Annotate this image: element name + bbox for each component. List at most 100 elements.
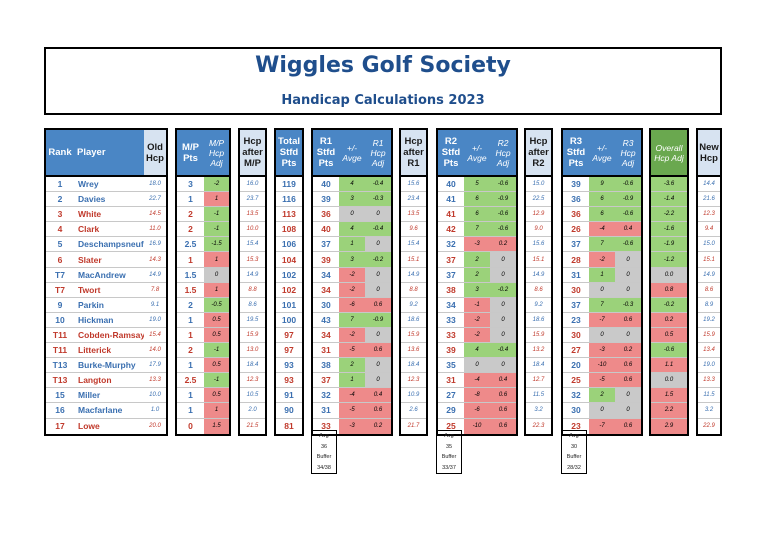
player-name: Clark [78,224,100,235]
overall-adj-cell: -3.6 [651,177,687,192]
overall-adj-cell: -1.4 [651,192,687,207]
r1-pts-cell: 37 [321,239,331,250]
mp-adj-cell: 1.5 [204,418,229,434]
r2-avge-cell: -2 [464,327,490,343]
table-row: 113 [276,207,302,223]
total-pts-cell: 81 [284,421,294,432]
rank-cell: 10 [55,314,65,325]
table-row: 1.5 0 [177,267,229,283]
total-pts-cell: 102 [281,269,297,280]
table-row: 10 Hickman 19.0 [46,313,166,328]
r3-pts-header: R3 Stfd Pts [566,136,586,169]
table-row: 16 Macfarlane 1.0 [46,403,166,419]
table-row: 18.6 [401,313,426,328]
table-row: 21.5 [240,419,265,434]
table-row: 42 7 -0.6 [438,222,516,238]
hcp-after-r2-cell: 15.9 [532,331,545,338]
table-row: 36 6 -0.9 [563,192,641,208]
note-label: Buffer [441,454,457,460]
table-row: 21.6 [698,192,720,208]
table-row: 31 -5 0.6 [313,343,391,359]
total-pts-cell: 119 [282,179,296,190]
table-row: 23 -7 0.6 [563,418,641,434]
table-row: 4 Clark 11.0 [46,222,166,238]
table-row: -0.6 [651,343,687,359]
table-row: 2 -1 [177,343,229,359]
r3-adj-cell: 0.6 [615,418,641,434]
mp-adj-cell: -1 [204,343,229,358]
rank-cell: T13 [52,360,68,371]
hcp-after-mp-cell: 8.6 [248,301,257,308]
note-label: Buffer [566,454,582,460]
table-row: 15.1 [526,252,551,268]
hcp-after-r1-cell: 10.9 [407,392,420,399]
r3-avge-cell: -2 [589,252,615,267]
table-row: 101 [276,298,302,313]
mp-pts-header: M/P Pts [182,141,199,164]
new-hcp-cell: 15.9 [703,331,715,338]
new-hcp-cell: 8.6 [704,286,714,293]
table-row: 14.4 [698,177,720,193]
old-hcp-cell: 16.9 [149,241,161,248]
r3-avge-cell: 6 [589,207,615,222]
table-row: 8.9 [698,298,720,313]
table-row: 37 2 0 [438,252,516,268]
r1-pts-cell: 36 [321,209,331,220]
hcp-after-r1-cell: 2.6 [409,407,418,414]
r2-adj-cell: 0.6 [490,418,516,434]
round3-block: R3 Stfd Pts +/- Avge R3 Hcp Adj 39 9 -0.6 3… [561,128,643,436]
hcp-after-r2-cell: 11.5 [532,392,545,399]
hcp-after-r2-cell: 8.6 [534,286,543,293]
new-hcp-cell: 12.3 [703,211,715,218]
r3-adj-cell: 0.6 [615,358,641,373]
mp-adj-header: M/P Hcp Adj [208,137,225,168]
r2-avge-cell: 3 [464,282,490,297]
table-row: 3.2 [526,403,551,419]
table-row: 11.5 [698,388,720,404]
r3-avge-cell: -10 [589,358,615,373]
table-row: 14.9 [401,268,426,283]
rank-cell: 16 [55,405,65,416]
player-name: Parkin [78,299,104,310]
r2-pts-cell: 38 [446,284,456,295]
table-row: 8.6 [526,283,551,298]
overall-adj-cell: 0.8 [651,282,687,297]
r2-avge-cell: -3 [464,237,490,252]
table-row: 8.6 [698,283,720,298]
r2-avge-cell: 4 [464,343,490,358]
table-row: 15 Miller 10.0 [46,388,166,404]
mp-pts-cell: 2.5 [184,375,197,386]
r3-adj-cell: 0.4 [615,222,641,237]
r1-pts-cell: 31 [321,345,331,356]
hcp-after-r1-cell: 8.8 [409,286,418,293]
r3-pts-cell: 20 [571,360,581,371]
r1-adj-cell: 0.6 [365,403,391,418]
hcp-after-r1-cell: 14.9 [407,271,420,278]
table-row: 2.0 [240,403,265,419]
table-row: T7 Twort 7.8 [46,283,166,298]
old-hcp-cell: 11.0 [149,226,161,233]
r2-pts-cell: 33 [446,314,456,325]
table-row: 12.3 [240,373,265,389]
r3-adj-cell: 0.6 [615,373,641,388]
r2-avge-cell: 5 [464,177,490,192]
player-name: Twort [78,284,101,295]
r1-adj-cell: -0.9 [365,312,391,327]
new-hcp-cell: 3.2 [704,407,714,414]
mp-pts-cell: 1.5 [184,269,197,280]
r2-adj-cell: 0.6 [490,388,516,403]
mp-adj-cell: -2 [204,177,229,192]
rank-cell: T13 [52,375,68,386]
table-row: 27 -8 0.6 [438,388,516,404]
r2-avge-cell: -6 [464,403,490,418]
table-row: 18.4 [526,358,551,374]
mp-pts-cell: 2 [188,299,193,310]
table-row: 9.2 [526,298,551,313]
r2-pts-cell: 31 [446,375,456,386]
total-pts-cell: 116 [282,194,296,205]
r3-avge-cell: 7 [589,297,615,312]
new-hcp-cell: 21.6 [703,196,715,203]
table-row: 18.4 [240,358,265,374]
total-pts-cell: 100 [281,314,297,325]
hcp-after-r1-cell: 15.9 [407,331,420,338]
